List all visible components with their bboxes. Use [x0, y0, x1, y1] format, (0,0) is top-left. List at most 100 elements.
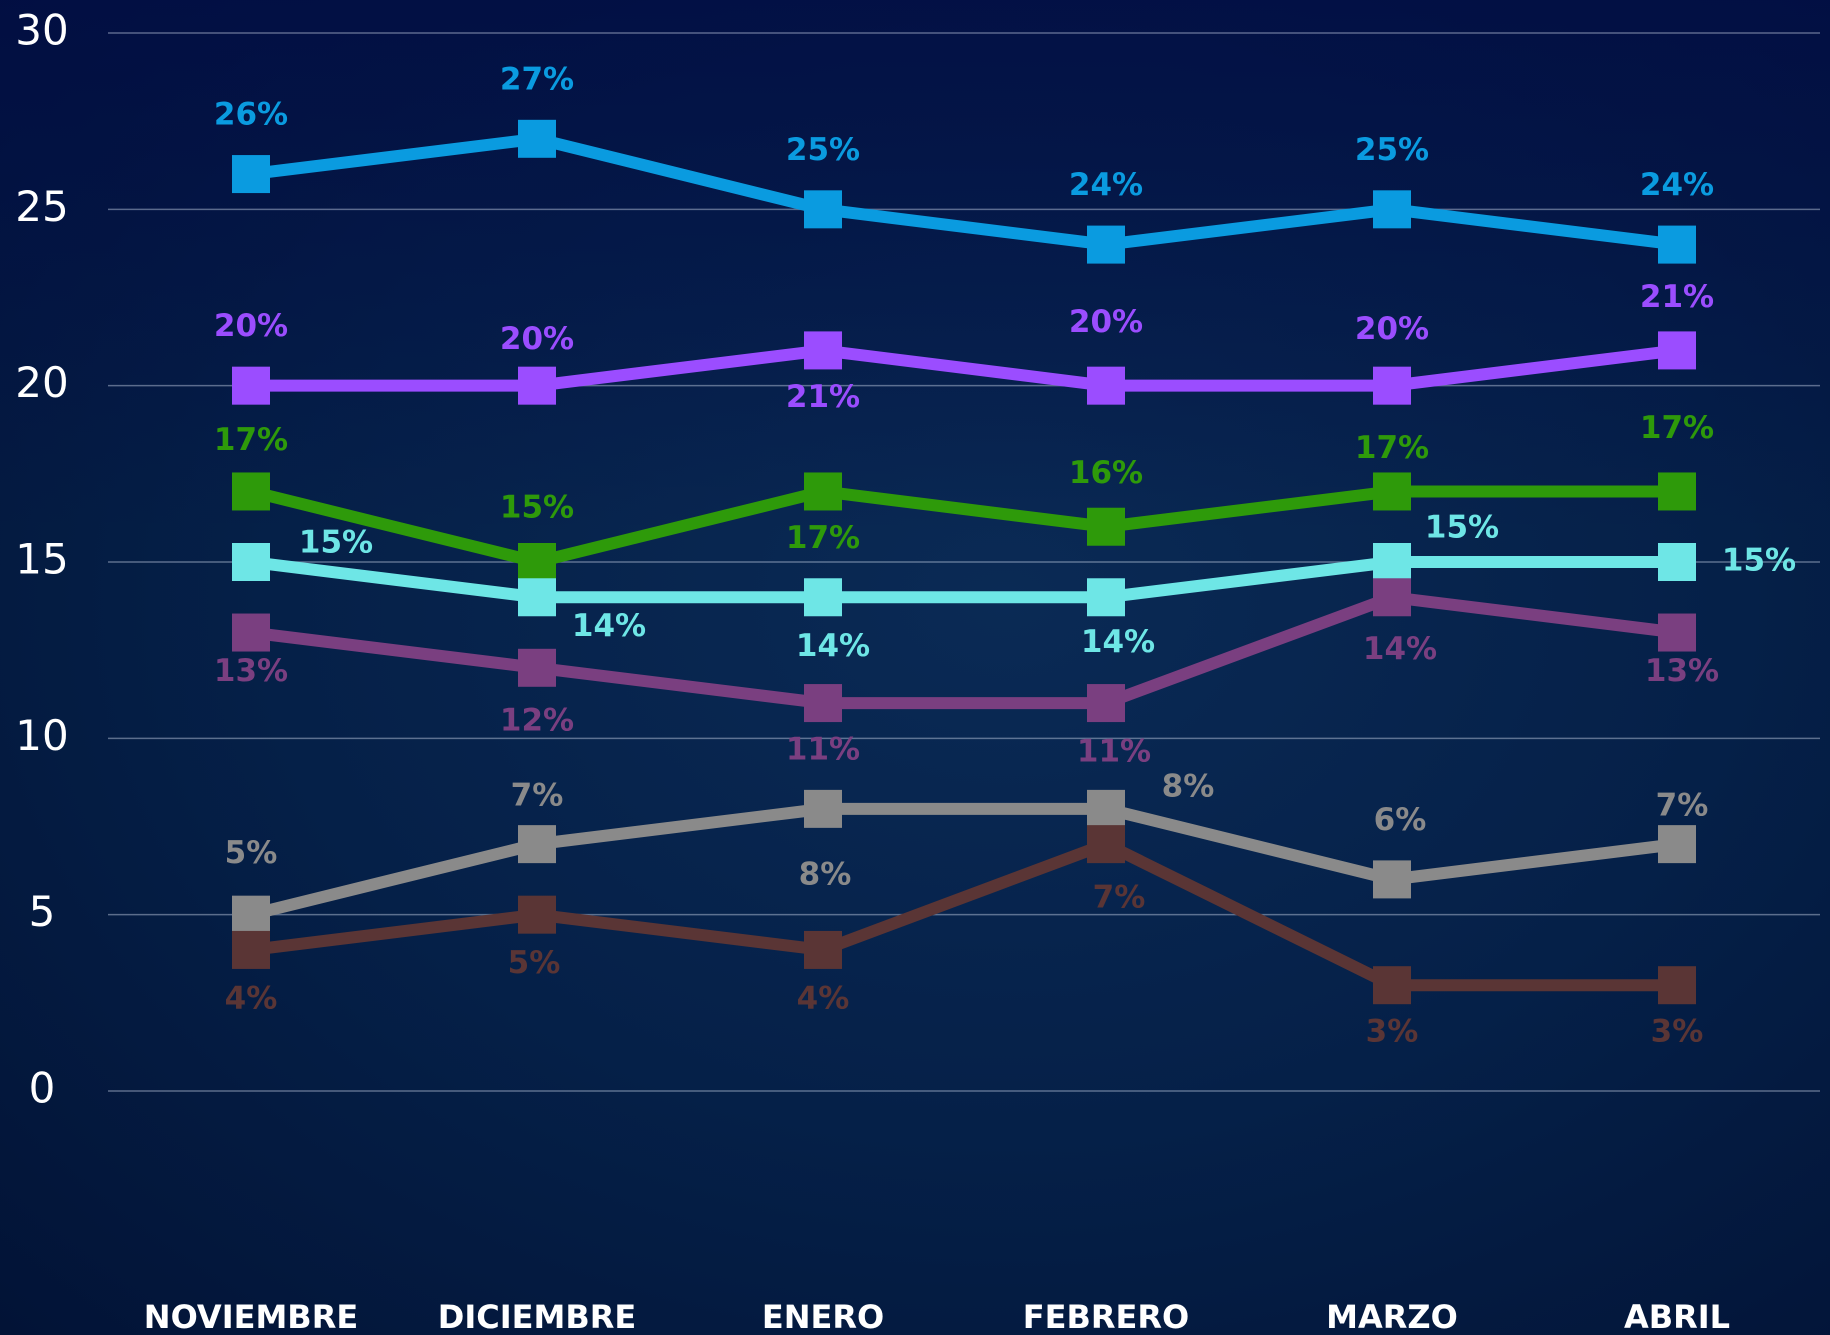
value-label: 5% [225, 835, 278, 871]
point-marker [518, 895, 556, 934]
value-label: 20% [1069, 304, 1143, 340]
point-marker [1373, 366, 1411, 405]
point-marker [1087, 225, 1125, 264]
point-marker [518, 543, 556, 581]
value-label: 17% [1355, 430, 1429, 466]
point-marker [1658, 966, 1696, 1005]
point-marker [804, 472, 842, 511]
point-marker [518, 578, 556, 617]
value-label: 14% [572, 608, 646, 644]
series-line [249, 802, 1678, 921]
x-tick-label: NOVIEMBRE [144, 1298, 358, 1335]
point-marker [518, 825, 556, 864]
value-label: 8% [799, 856, 852, 892]
value-label: 13% [1645, 653, 1719, 689]
point-marker [1658, 472, 1696, 511]
series-line [250, 132, 1678, 251]
value-label: 7% [511, 778, 564, 814]
point-marker [518, 119, 556, 158]
point-marker [1658, 825, 1696, 864]
value-label: 14% [1363, 631, 1437, 667]
y-tick-label: 5 [29, 887, 56, 936]
point-marker [518, 648, 556, 687]
value-label: 14% [1081, 624, 1155, 660]
point-marker [232, 930, 270, 969]
value-label: 17% [786, 520, 860, 556]
point-marker [232, 613, 270, 652]
x-tick-label: ENERO [762, 1298, 884, 1335]
value-label: 15% [299, 525, 373, 561]
value-label: 15% [1425, 510, 1499, 546]
value-label: 27% [500, 61, 574, 97]
point-marker [1658, 613, 1696, 652]
value-label: 20% [500, 321, 574, 357]
value-label: 16% [1069, 455, 1143, 491]
value-label: 13% [214, 653, 288, 689]
point-marker [1658, 331, 1696, 370]
y-tick-label: 25 [15, 182, 68, 231]
point-marker [804, 684, 842, 723]
point-marker [232, 366, 270, 405]
y-tick-label: 10 [15, 711, 68, 760]
series-line [250, 556, 1677, 604]
x-tick-label: DICIEMBRE [438, 1298, 636, 1335]
point-marker [804, 930, 842, 969]
value-label: 6% [1374, 802, 1427, 838]
value-label: 24% [1069, 167, 1143, 203]
value-label: 24% [1640, 167, 1714, 203]
value-label: 3% [1366, 1014, 1419, 1050]
point-marker [518, 366, 556, 405]
value-label: 25% [786, 132, 860, 168]
point-marker [1658, 225, 1696, 264]
x-tick-label: ABRIL [1624, 1298, 1730, 1335]
point-marker [1373, 472, 1411, 511]
point-marker [1087, 789, 1125, 828]
value-label: 3% [1651, 1014, 1704, 1050]
series-line [250, 591, 1678, 710]
point-marker [1373, 543, 1411, 581]
point-marker [232, 155, 270, 194]
value-label: 11% [1077, 734, 1151, 770]
point-marker [1658, 543, 1696, 581]
value-label: 5% [508, 945, 561, 981]
value-label: 20% [1355, 311, 1429, 347]
value-label: 4% [797, 980, 850, 1016]
value-label: 20% [214, 308, 288, 344]
value-label: 11% [786, 732, 860, 768]
value-label: 26% [214, 97, 288, 133]
point-marker [804, 578, 842, 617]
point-marker [804, 331, 842, 370]
point-marker [804, 190, 842, 229]
x-tick-label: FEBRERO [1023, 1298, 1189, 1335]
series-line [251, 344, 1678, 392]
value-label: 14% [796, 628, 870, 664]
value-label: 4% [225, 980, 278, 1016]
value-label: 15% [500, 490, 574, 526]
point-marker [1373, 578, 1411, 617]
point-marker [804, 789, 842, 828]
point-marker [1373, 860, 1411, 899]
value-label: 17% [1640, 410, 1714, 446]
x-tick-label: MARZO [1326, 1298, 1458, 1335]
value-label: 7% [1656, 788, 1709, 824]
point-marker [1087, 507, 1125, 546]
value-label: 15% [1722, 543, 1796, 579]
value-label: 21% [786, 379, 860, 415]
y-tick-label: 0 [29, 1064, 56, 1113]
value-label: 7% [1093, 880, 1146, 916]
y-tick-label: 15 [15, 535, 68, 584]
point-marker [232, 472, 270, 511]
value-label: 21% [1640, 279, 1714, 315]
series-line [250, 838, 1677, 992]
point-marker [1373, 966, 1411, 1005]
y-tick-label: 20 [15, 358, 68, 407]
series-line [249, 485, 1677, 568]
point-marker [1373, 190, 1411, 229]
point-marker [232, 543, 270, 581]
y-tick-label: 30 [15, 6, 68, 55]
point-marker [1087, 366, 1125, 405]
point-marker [1087, 825, 1125, 864]
point-marker [1087, 684, 1125, 723]
value-label: 25% [1355, 132, 1429, 168]
